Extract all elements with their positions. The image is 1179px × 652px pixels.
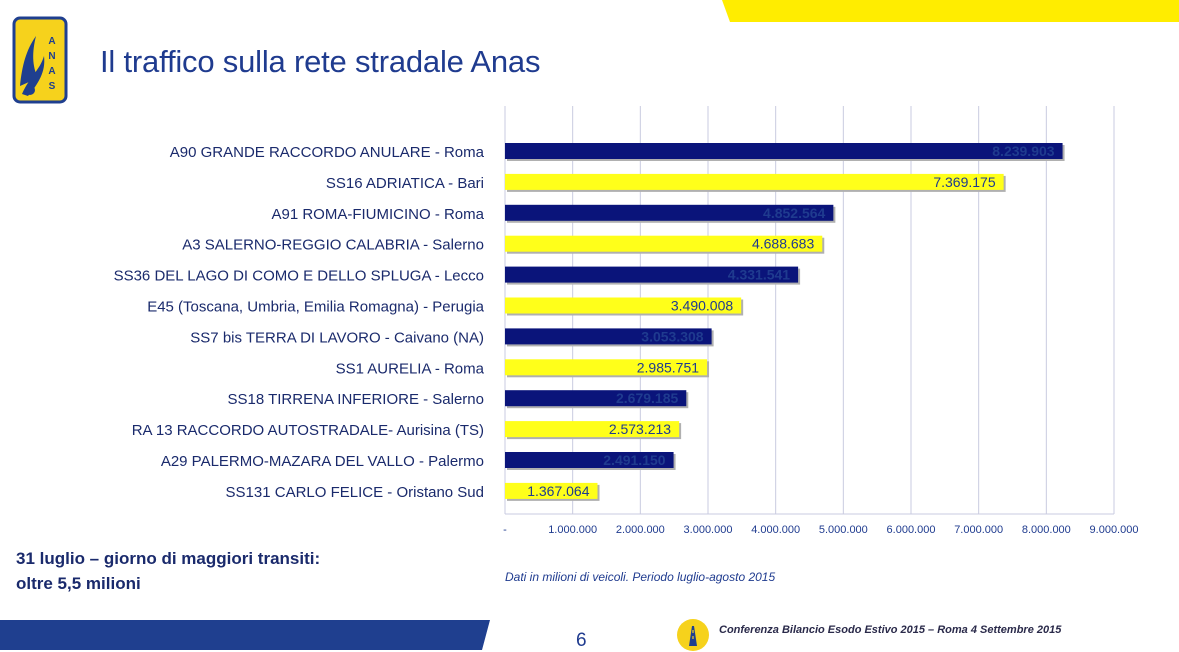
svg-text:S: S <box>49 81 56 92</box>
category-label: SS18 TIRRENA INFERIORE - Salerno <box>228 391 484 408</box>
bar <box>505 359 708 376</box>
x-tick-label: 3.000.000 <box>684 524 733 536</box>
bar <box>505 482 598 499</box>
bar <box>505 143 1063 159</box>
category-label: RA 13 RACCORDO AUTOSTRADALE- Aurisina (T… <box>132 422 484 439</box>
anas-road-icon <box>677 619 709 651</box>
data-label: 3.490.008 <box>671 298 733 314</box>
peak-day-line-2: oltre 5,5 milioni <box>16 574 141 593</box>
data-label: 2.985.751 <box>637 359 699 375</box>
bottom-accent-stripe <box>0 620 490 650</box>
data-label: 7.369.175 <box>933 174 995 190</box>
category-label: A29 PALERMO-MAZARA DEL VALLO - Palermo <box>161 453 484 470</box>
category-label: SS36 DEL LAGO DI COMO E DELLO SPLUGA - L… <box>114 268 484 285</box>
data-label: 2.679.185 <box>616 390 678 406</box>
bar <box>505 266 799 283</box>
top-accent-stripe <box>722 0 1179 22</box>
x-tick-label: 8.000.000 <box>1022 524 1071 536</box>
bar <box>505 328 712 345</box>
data-label: 2.573.213 <box>609 421 671 437</box>
x-tick-label: 9.000.000 <box>1090 524 1139 536</box>
x-tick-label: 1.000.000 <box>548 524 597 536</box>
page-number: 6 <box>576 630 587 651</box>
traffic-bar-chart: 8.239.903 7.369.175 4.852.564 4.688.683 4.33… <box>114 106 1138 536</box>
category-label: SS131 CARLO FELICE - Oristano Sud <box>226 484 484 501</box>
bar <box>505 452 674 468</box>
data-label: 1.367.064 <box>527 483 589 499</box>
peak-day-note: 31 luglio – giorno di maggiori transiti:… <box>16 546 320 596</box>
bar <box>505 204 834 221</box>
x-tick-label: 2.000.000 <box>616 524 665 536</box>
peak-day-line-1: 31 luglio – giorno di maggiori transiti: <box>16 549 321 568</box>
data-label: 3.053.308 <box>641 328 703 344</box>
x-tick-label: 6.000.000 <box>887 524 936 536</box>
svg-text:N: N <box>48 51 55 62</box>
category-label: A90 GRANDE RACCORDO ANULARE - Roma <box>170 144 485 161</box>
conference-caption: Conferenza Bilancio Esodo Estivo 2015 – … <box>719 624 1062 636</box>
data-label: 4.331.541 <box>728 267 790 283</box>
category-label: A91 ROMA-FIUMICINO - Roma <box>271 206 484 223</box>
bar <box>505 390 687 407</box>
category-label: SS7 bis TERRA DI LAVORO - Caivano (NA) <box>190 329 484 346</box>
anas-logo: A N A S <box>12 16 68 104</box>
x-tick-label: 4.000.000 <box>751 524 800 536</box>
chart-category-labels: A90 GRANDE RACCORDO ANULARE - Roma SS16 A… <box>114 144 485 501</box>
chart-x-tick-labels: - 1.000.000 2.000.000 3.000.000 4.000.000 5.0… <box>503 524 1138 536</box>
page-title: Il traffico sulla rete stradale Anas <box>100 44 541 79</box>
data-label: 4.852.564 <box>763 205 825 221</box>
chart-bars: 8.239.903 7.369.175 4.852.564 4.688.683 4.33… <box>505 143 1065 501</box>
data-label: 8.239.903 <box>992 143 1054 159</box>
source-note: Dati in milioni di veicoli. Periodo lugl… <box>505 570 776 584</box>
bar <box>505 421 680 438</box>
category-label: SS1 AURELIA - Roma <box>336 360 485 377</box>
x-tick-label: - <box>503 524 507 536</box>
category-label: SS16 ADRIATICA - Bari <box>326 175 484 192</box>
category-label: E45 (Toscana, Umbria, Emilia Romagna) - … <box>147 299 484 316</box>
bar <box>505 235 823 252</box>
bar <box>505 173 1004 190</box>
x-tick-label: 5.000.000 <box>819 524 868 536</box>
svg-text:A: A <box>48 36 55 47</box>
data-label: 2.491.150 <box>603 452 665 468</box>
category-label: A3 SALERNO-REGGIO CALABRIA - Salerno <box>182 237 484 254</box>
x-tick-label: 7.000.000 <box>954 524 1003 536</box>
data-label: 4.688.683 <box>752 236 814 252</box>
bar <box>505 297 742 314</box>
svg-text:A: A <box>48 66 55 77</box>
